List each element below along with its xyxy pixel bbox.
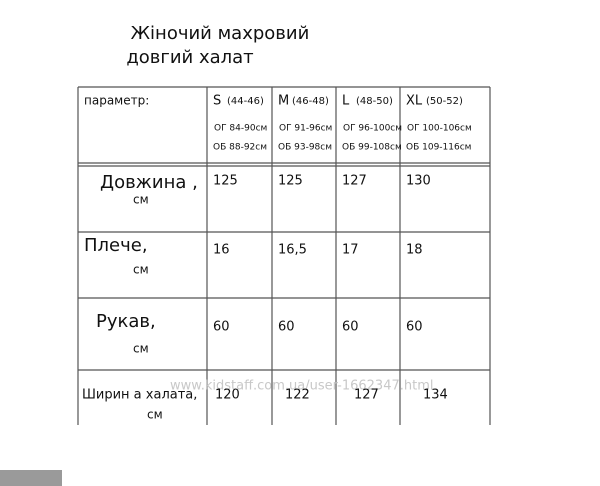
size-og: ОГ 84-90см xyxy=(214,124,267,134)
row-unit: см xyxy=(133,193,149,207)
row-label: Довжина , xyxy=(100,172,198,193)
size-ob: ОБ 109-116см xyxy=(406,143,471,153)
size-range: (50-52) xyxy=(426,96,463,107)
cell-value: 134 xyxy=(423,388,448,403)
size-range: (48-50) xyxy=(356,96,393,107)
size-ob: ОБ 93-98см xyxy=(278,143,332,153)
cell-value: 18 xyxy=(406,243,423,258)
cell-value: 60 xyxy=(213,320,230,335)
cell-value: 17 xyxy=(342,243,359,258)
size-range: (46-48) xyxy=(292,96,329,107)
watermark: www.kidstaff.com.ua/user-1662347.html xyxy=(170,379,434,394)
row-unit: см xyxy=(133,263,149,277)
image-fragment xyxy=(0,470,62,486)
size-ob: ОБ 88-92см xyxy=(213,143,267,153)
cell-value: 16 xyxy=(213,243,230,258)
row-label: Рукав, xyxy=(96,311,156,332)
cell-value: 60 xyxy=(342,320,359,335)
size-name: XL xyxy=(406,94,423,109)
cell-value: 60 xyxy=(278,320,295,335)
cell-value: 125 xyxy=(213,174,238,189)
size-range: (44-46) xyxy=(227,96,264,107)
row-unit: см xyxy=(133,342,149,356)
cell-value: 127 xyxy=(342,174,367,189)
size-og: ОГ 91-96см xyxy=(279,124,332,134)
cell-value: 130 xyxy=(406,174,431,189)
table-grid xyxy=(77,86,491,425)
cell-value: 16,5 xyxy=(278,243,307,258)
size-name: S xyxy=(213,94,221,109)
row-label: Ширин а халата, xyxy=(82,388,197,403)
row-unit: см xyxy=(147,408,163,422)
header-parameter: параметр: xyxy=(84,94,149,108)
size-og: ОГ 100-106см xyxy=(407,124,472,134)
size-og: ОГ 96-100см xyxy=(343,124,402,134)
size-name: L xyxy=(342,94,350,109)
cell-value: 125 xyxy=(278,174,303,189)
cell-value: 127 xyxy=(354,388,379,403)
title-line: Жіночий махровий xyxy=(131,23,310,44)
title-line: довгий халат xyxy=(126,47,253,68)
cell-value: 60 xyxy=(406,320,423,335)
row-label: Плече, xyxy=(84,235,148,256)
cell-value: 120 xyxy=(215,388,240,403)
size-name: M xyxy=(278,94,289,109)
size-ob: ОБ 99-108см xyxy=(342,143,402,153)
cell-value: 122 xyxy=(285,388,310,403)
